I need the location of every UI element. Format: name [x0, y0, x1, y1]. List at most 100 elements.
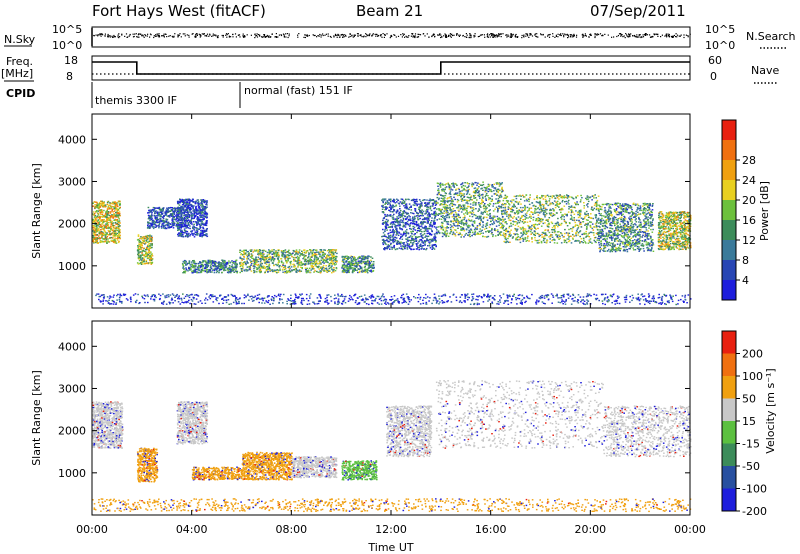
data-cell	[170, 215, 173, 217]
freq-unit: [MHz]	[1, 67, 33, 80]
freq-tick-bottom: 8	[66, 70, 73, 83]
data-cell	[114, 216, 117, 218]
nsky-point	[222, 36, 224, 38]
nsky-point	[99, 33, 101, 35]
data-cell	[150, 238, 152, 240]
nsky-point	[685, 34, 687, 36]
data-cell	[259, 260, 262, 263]
nsky-point	[604, 33, 606, 35]
data-cell	[112, 226, 114, 228]
data-cell	[147, 206, 150, 209]
data-cell	[291, 270, 293, 272]
data-cell	[392, 234, 395, 236]
data-cell	[393, 246, 395, 248]
data-cell	[202, 199, 205, 201]
data-cell	[429, 223, 432, 225]
nsky-point	[313, 34, 315, 37]
data-cell	[189, 200, 191, 202]
nsky-point	[462, 34, 464, 37]
data-cell	[94, 220, 96, 222]
nsky-point	[567, 37, 569, 39]
data-cell	[283, 266, 285, 269]
data-cell	[414, 238, 417, 240]
data-cell	[118, 235, 120, 237]
data-cell	[418, 227, 421, 230]
data-cell	[116, 235, 118, 237]
nsky-point	[327, 35, 329, 37]
nsky-point	[191, 33, 193, 35]
data-cell	[274, 255, 276, 257]
data-cell	[139, 243, 141, 245]
data-cell	[183, 214, 186, 216]
data-cell	[96, 239, 99, 241]
data-cell	[139, 241, 142, 243]
data-cell	[144, 262, 147, 265]
data-cell	[149, 226, 151, 228]
nsky-point	[138, 36, 140, 38]
nsky-point	[163, 36, 165, 38]
data-cell	[411, 218, 414, 220]
data-cell	[94, 231, 97, 234]
data-cell	[107, 221, 110, 224]
data-cell	[99, 209, 102, 212]
data-cell	[249, 249, 252, 251]
data-cell	[105, 233, 108, 235]
data-cell	[197, 212, 200, 214]
nsky-tick-top: 10^5	[52, 23, 82, 36]
nsky-point	[505, 34, 507, 36]
data-cell	[180, 219, 182, 221]
data-cell	[324, 261, 327, 263]
data-cell	[305, 269, 307, 271]
nsky-point	[514, 34, 516, 36]
data-cell	[259, 269, 261, 272]
nsky-point	[363, 36, 365, 38]
data-cell	[303, 254, 305, 256]
data-cell	[231, 264, 234, 266]
date-label: 07/Sep/2011	[590, 2, 686, 20]
data-cell	[398, 241, 401, 244]
data-cell	[244, 262, 247, 265]
data-cell	[311, 262, 314, 264]
data-cell	[205, 265, 207, 268]
data-cell	[162, 210, 164, 212]
data-cell	[404, 226, 407, 228]
data-cell	[196, 266, 199, 268]
data-cell	[412, 248, 414, 251]
data-cell	[92, 213, 94, 215]
data-cell	[117, 237, 119, 239]
nsky-point	[324, 34, 326, 36]
data-cell	[411, 238, 413, 240]
data-cell	[149, 209, 151, 211]
data-cell	[151, 243, 153, 245]
data-cell	[317, 266, 319, 268]
data-cell	[196, 218, 199, 220]
data-cell	[307, 260, 309, 262]
data-cell	[205, 263, 207, 266]
data-cell	[117, 200, 120, 202]
data-cell	[156, 207, 159, 209]
data-cell	[329, 258, 332, 260]
data-cell	[179, 198, 181, 200]
data-cell	[282, 271, 284, 273]
data-cell	[175, 211, 178, 214]
nsky-point	[525, 35, 527, 37]
data-cell	[299, 255, 301, 257]
data-cell	[159, 215, 161, 218]
data-cell	[234, 262, 237, 264]
nsky-point	[559, 34, 561, 36]
data-cell	[173, 218, 176, 221]
data-cell	[162, 207, 165, 209]
data-cell	[115, 232, 117, 234]
data-cell	[186, 230, 189, 233]
nsky-point	[314, 34, 316, 37]
data-cell	[177, 213, 179, 215]
data-cell	[139, 251, 141, 253]
data-cell	[244, 253, 247, 255]
nsky-point	[619, 33, 622, 35]
data-cell	[366, 269, 369, 271]
data-cell	[368, 264, 371, 266]
data-cell	[168, 225, 171, 227]
data-cell	[419, 233, 422, 235]
data-cell	[164, 212, 167, 214]
nsky-point	[491, 34, 493, 36]
